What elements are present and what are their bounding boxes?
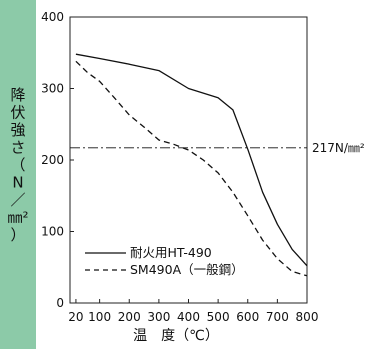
x-tick-label: 500 — [207, 310, 230, 324]
x-tick-label: 400 — [177, 310, 200, 324]
x-tick-label: 200 — [118, 310, 141, 324]
y-axis-label-char: ㎜² — [7, 209, 28, 227]
x-tick-label: 600 — [236, 310, 259, 324]
x-tick-label: 700 — [266, 310, 289, 324]
x-tick-label: 300 — [147, 310, 170, 324]
reference-line-label: 217N/㎜² — [312, 141, 365, 155]
x-tick-label: 20 — [68, 310, 83, 324]
series-layer — [75, 53, 308, 277]
y-tick-label: 200 — [41, 153, 64, 167]
y-axis-label-char: N — [12, 174, 23, 192]
legend-label-dashed: SM490A（一般鋼） — [130, 262, 244, 277]
series-line-solid — [75, 53, 308, 267]
y-axis-label-char: （ — [10, 156, 25, 174]
y-tick-label: 400 — [41, 10, 64, 24]
legend-label-solid: 耐火用HT-490 — [130, 245, 212, 260]
legend: 耐火用HT-490 SM490A（一般鋼） — [85, 245, 244, 277]
x-ticks: 20 100 200 300 400 500 600 700 800 — [68, 299, 318, 324]
y-tick-label: 300 — [41, 82, 64, 96]
y-axis-label-char: さ — [10, 139, 25, 157]
y-axis-label-char: 強 — [10, 121, 25, 139]
y-axis-label-char: 降 — [10, 86, 25, 104]
x-tick-label: 100 — [88, 310, 111, 324]
series-line-dashed — [75, 60, 308, 277]
x-tick-label: 800 — [296, 310, 319, 324]
x-axis-label: 温 度（℃） — [133, 328, 219, 344]
y-axis-label-char: ） — [10, 226, 25, 244]
y-tick-label: 0 — [56, 296, 64, 310]
y-axis-label-char: 伏 — [10, 104, 25, 122]
y-tick-label: 100 — [41, 225, 64, 239]
y-axis-label-char: ／ — [10, 191, 25, 209]
y-ticks: 0 100 200 300 400 — [41, 10, 74, 310]
sidebar-band — [0, 0, 36, 349]
